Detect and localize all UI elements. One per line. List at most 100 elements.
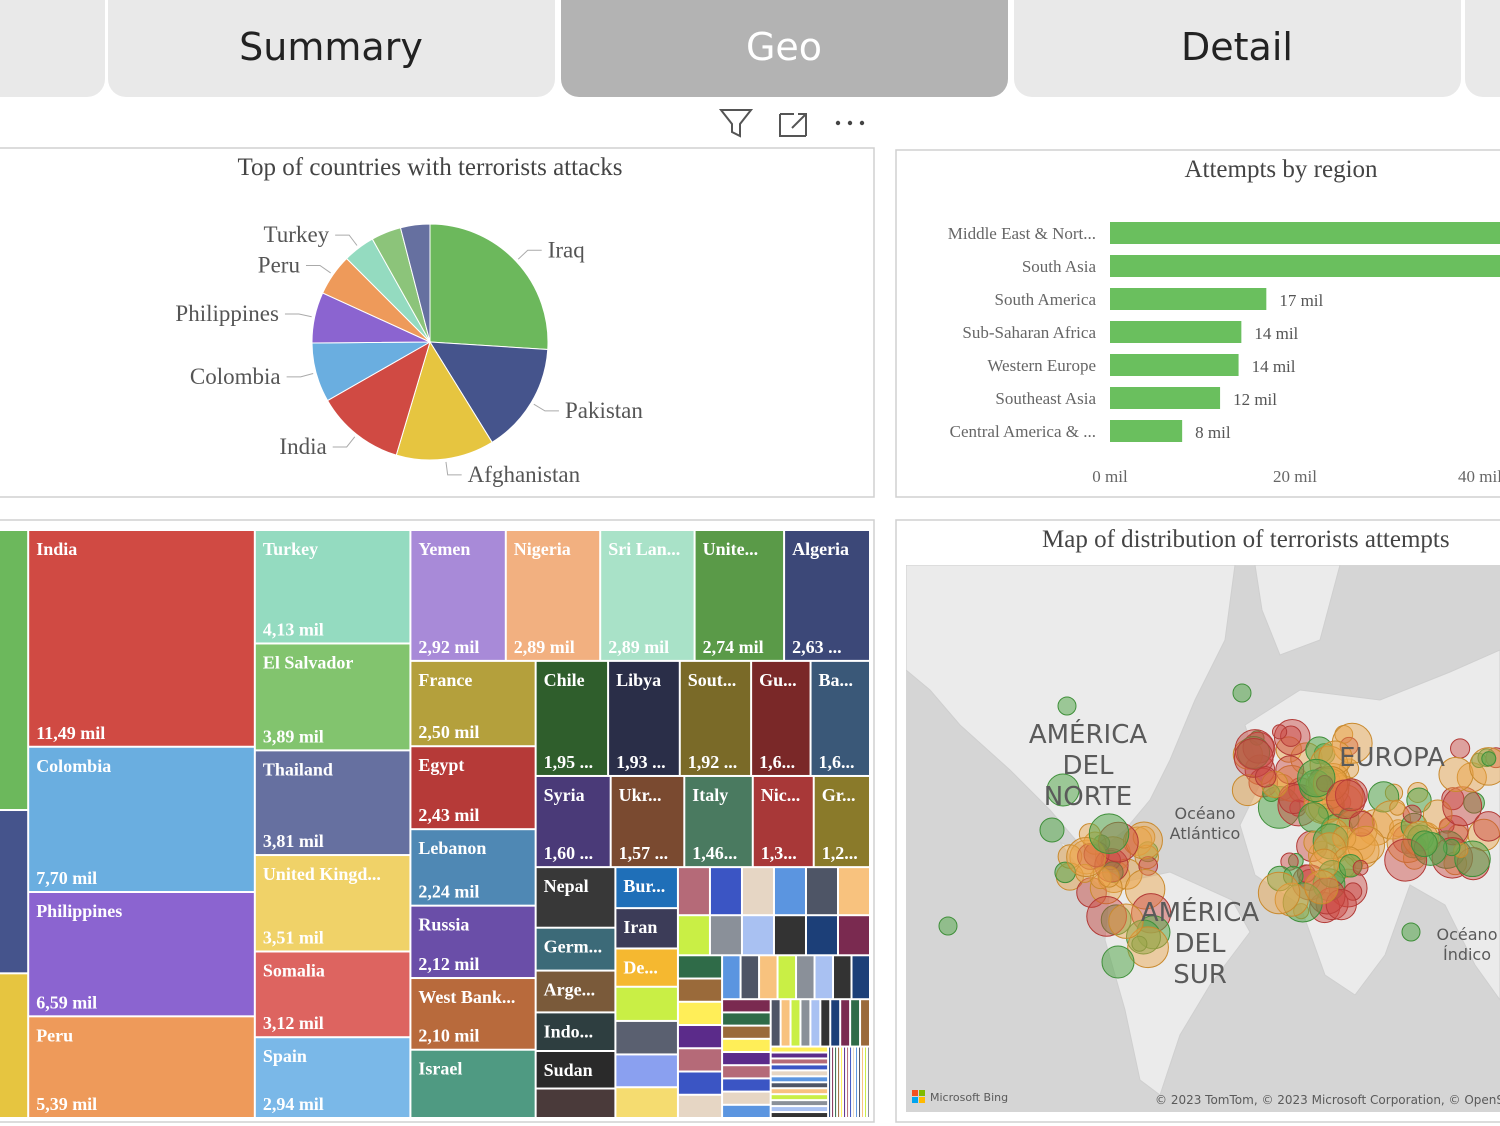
leader-line [533, 403, 559, 412]
treemap-name: Peru [36, 1025, 73, 1045]
map-attribution[interactable]: © 2023 TomTom, © 2023 Microsoft Corporat… [1155, 1093, 1500, 1107]
treemap-cell [255, 952, 410, 1037]
map-bubble [1410, 830, 1438, 858]
bar-value-label: 14 mil [1252, 357, 1296, 376]
treemap-value: 2,89 mil [514, 637, 575, 657]
map-bubble [1280, 725, 1302, 747]
map-bubble [1272, 724, 1288, 740]
map-label: AMÉRICA [1029, 718, 1148, 750]
treemap-cell [616, 987, 677, 1020]
map-bubble [1054, 861, 1076, 884]
treemap-value: 1,57 ... [619, 843, 669, 863]
treemap-cell [678, 979, 722, 1001]
bing-logo [912, 1097, 918, 1103]
bar [1110, 387, 1221, 409]
treemap-cell [710, 868, 741, 915]
treemap-name: Turkey [263, 539, 318, 559]
treemap-name: Somalia [263, 960, 325, 980]
treemap-cell [616, 1021, 677, 1054]
treemap-cell [411, 661, 535, 746]
treemap-value: 2,63 ... [792, 637, 842, 657]
treemap-value: 1,2... [822, 843, 858, 863]
filter-icon[interactable] [718, 109, 754, 138]
treemap-cell [685, 776, 752, 867]
leader-line [284, 313, 312, 318]
treemap-cell [411, 747, 535, 829]
tab-partial[interactable] [0, 0, 105, 97]
treemap-cell [411, 906, 535, 978]
pie-label: Colombia [190, 364, 281, 389]
tab[interactable] [561, 0, 1008, 97]
treemap-cell [752, 661, 810, 775]
map-bubble [1334, 778, 1368, 812]
treemap-cell [868, 1047, 869, 1117]
map-bubble [1343, 882, 1363, 901]
map-label: Atlántico [1170, 824, 1241, 843]
map-label: AMÉRICA [1141, 896, 1260, 928]
treemap-cell [835, 1047, 837, 1117]
treemap-cell [861, 1000, 869, 1046]
treemap-cell [29, 893, 254, 1016]
bar-value-label: 17 mil [1279, 291, 1323, 310]
map: AMÉRICADELNORTEOcéanoAtlánticoAMÉRICADEL… [906, 565, 1500, 1112]
treemap-name: Gu... [759, 670, 797, 690]
treemap-cell [723, 956, 740, 999]
treemap-cell [723, 1053, 770, 1065]
map-bubble [1473, 811, 1500, 842]
treemap-value: 2,74 mil [703, 637, 764, 657]
treemap-value: 2,10 mil [418, 1026, 479, 1046]
bing-logo [919, 1097, 925, 1103]
map-bubble [1332, 825, 1357, 850]
treemap-cell [536, 776, 610, 867]
treemap-cell [29, 747, 254, 892]
focus-mode-icon[interactable] [779, 113, 807, 137]
treemap-cell [853, 1047, 855, 1117]
treemap-cell [774, 868, 805, 915]
bar [1110, 420, 1183, 442]
treemap-cell [832, 1047, 834, 1117]
map-bubble [1275, 736, 1302, 763]
treemap-name: United Kingd... [263, 864, 381, 884]
tab-partial[interactable] [1465, 0, 1500, 97]
map-bubble [1402, 804, 1422, 824]
treemap-cell [723, 1013, 770, 1025]
treemap-cell [834, 956, 851, 999]
pie-slice [399, 223, 431, 343]
bar-title: Attempts by region [1184, 156, 1378, 183]
treemap-cell [791, 1000, 800, 1046]
tab[interactable] [1014, 0, 1461, 97]
treemap-value: 4,13 mil [263, 619, 324, 639]
treemap-cell [847, 1047, 849, 1117]
treemap-value: 11,49 mil [36, 723, 105, 743]
treemap-value: 2,24 mil [418, 882, 479, 902]
treemap-cell [536, 971, 615, 1012]
treemap-value: 2,12 mil [418, 954, 479, 974]
treemap-value: 3,51 mil [263, 927, 324, 947]
treemap-name: Ba... [819, 670, 854, 690]
treemap-name: Germ... [544, 937, 602, 957]
pie-slice [395, 340, 493, 461]
bing-logo [919, 1090, 925, 1096]
map-bubble [1057, 696, 1077, 716]
treemap-cell [851, 1000, 860, 1046]
pie-title: Top of countries with terrorists attacks [238, 154, 623, 181]
map-bubbles [938, 683, 1500, 979]
pie-label: Peru [258, 253, 301, 278]
bar [1110, 255, 1500, 277]
more-options-icon[interactable] [835, 120, 865, 126]
treemap-cell [678, 1002, 722, 1025]
treemap-name: Yemen [418, 539, 470, 559]
treemap-value: 2,50 mil [418, 722, 479, 742]
treemap-value: 5,39 mil [36, 1094, 97, 1114]
treemap-cell [723, 1066, 770, 1078]
map-attribution: Microsoft Bing [930, 1091, 1008, 1104]
treemap-cell [815, 956, 833, 999]
treemap-cell [723, 1092, 770, 1104]
treemap-cell [611, 776, 684, 867]
tab[interactable] [108, 0, 555, 97]
map-bubble [1089, 867, 1112, 890]
treemap-cell [771, 1083, 828, 1088]
treemap-name: Israel [418, 1059, 462, 1079]
pie-slice [429, 223, 549, 350]
